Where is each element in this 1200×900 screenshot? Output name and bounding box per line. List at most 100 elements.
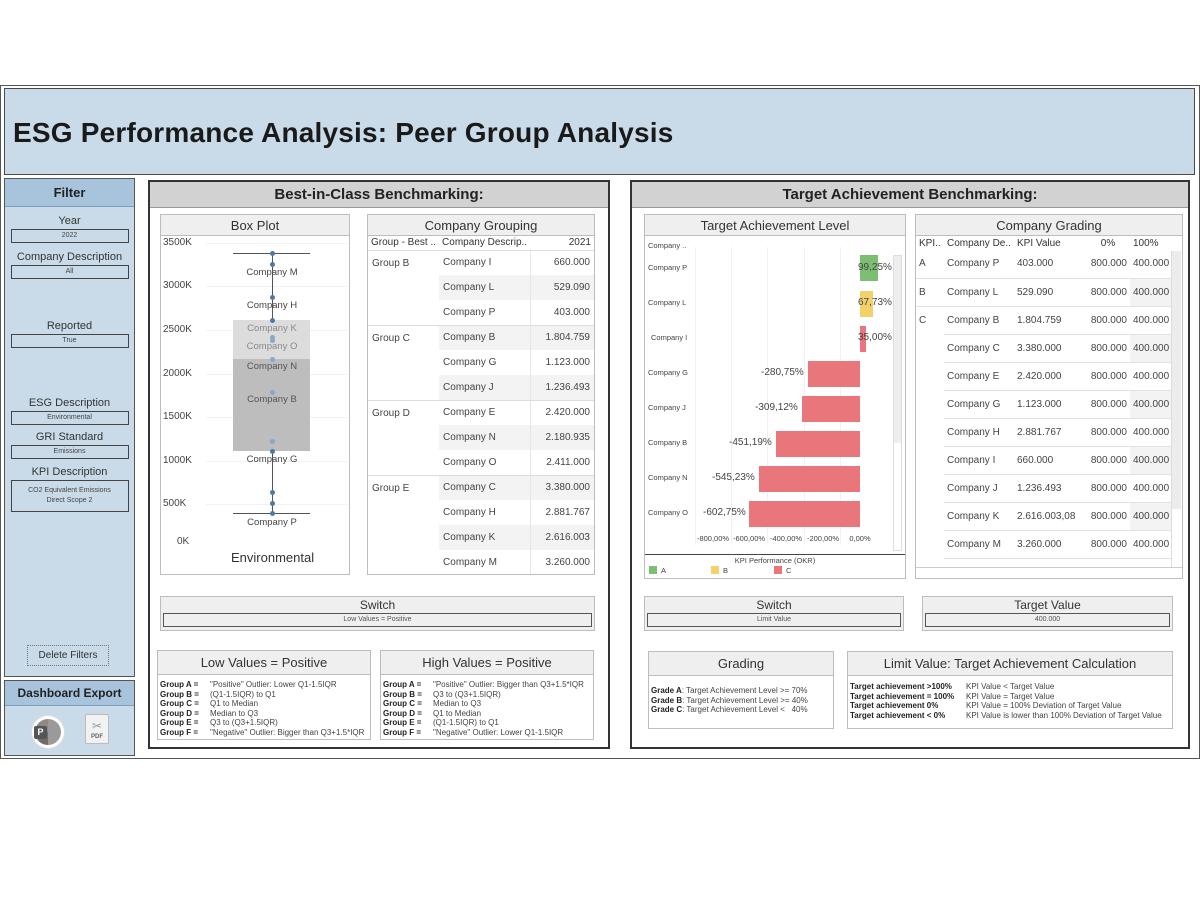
data-point[interactable] [270,262,275,267]
kpi-description-line1: CO2 Equivalent Emissions [28,487,111,494]
data-point[interactable] [270,490,275,495]
table-row: C Company B 1.804.759 800.000 400.000 [916,305,1176,334]
data-point[interactable] [270,449,275,454]
data-point[interactable] [270,357,275,362]
column-header-group[interactable]: Group - Best .. [368,236,440,251]
table-row: Group D Company E 2.420.000 [368,399,594,425]
bar-company-g[interactable] [808,361,860,387]
group-cell [368,500,439,525]
esg-description-dropdown[interactable]: Environmental [10,411,129,425]
bar-value: -545,23% [712,472,755,483]
bar-company-b[interactable] [776,431,860,457]
bar-category: Company O [648,508,689,517]
table-row: Company J 1.236.493 800.000 400.000 [916,473,1176,502]
legend-row: Target achievement = 100% KPI Value = Tar… [850,691,1055,701]
data-point[interactable] [270,338,275,343]
table-row: Group B Company I 660.000 [368,250,594,275]
column-header-year[interactable]: 2021 [530,236,594,251]
bar-company-j[interactable] [802,396,860,422]
table-row: Company K 2.616.003 [368,525,594,550]
legend-title: KPI Performance (OKR) [734,556,816,565]
export-title: Dashboard Export [5,681,134,706]
whisker-line [272,451,273,513]
data-point[interactable] [270,295,275,300]
calculation-mode-switch[interactable]: Limit Value [647,613,901,627]
powerpoint-export-icon[interactable]: P [32,716,64,748]
bar-company-p[interactable] [860,255,878,281]
whisker-line [272,253,273,320]
column-header-kpi[interactable]: KPI.. [919,237,941,249]
gri-standard-dropdown[interactable]: Emissions [10,445,129,459]
value-orientation-switch[interactable]: Low Values = Positive [163,613,592,627]
column-header-company[interactable]: Company Descrip.. [439,236,531,251]
pdf-export-icon[interactable]: ✂ PDF [85,714,109,744]
data-point[interactable] [270,439,275,444]
group-cell: Group C [368,324,440,350]
delete-filters-button[interactable]: Delete Filters [27,645,109,666]
chart-scrollbar[interactable] [893,255,902,551]
y-tick: 1000K [163,455,192,466]
column-header-0pct[interactable]: 0% [1100,237,1116,249]
legend-item-a[interactable]: A [649,566,666,575]
legend-row: Target achievement >100% KPI Value < Targ… [850,682,1055,691]
legend-item-b[interactable]: B [711,566,728,575]
box-plot-area: 3500K 3000K 2500K 2000K 1500K 1000K 500K… [161,237,349,575]
high-values-title: High Values = Positive [381,651,593,675]
low-values-legend: Low Values = Positive Group A = "Positive… [157,650,371,740]
point-label: Company H [246,300,298,311]
legend-row: Grade B: Target Achievement Level >= 40% [651,695,808,705]
company-cell: Company G [443,357,497,368]
company-cell: Company H [443,507,496,518]
group-cell [368,550,439,574]
table-row: Company O 2.411.000 [368,450,594,475]
data-point[interactable] [270,511,275,516]
data-point[interactable] [270,390,275,395]
bar-company-o[interactable] [749,501,860,527]
bar-value: 99,25% [858,262,892,273]
target-achievement-chart: Target Achievement Level Company .. Comp… [644,214,906,579]
legend-item-c[interactable]: C [774,566,791,575]
bar-company-l[interactable] [860,291,873,317]
y-tick: 2500K [163,324,192,335]
kpi-description-dropdown[interactable]: CO2 Equivalent Emissions Direct Scope 2 [10,480,129,512]
company-cell: Company N [439,425,531,450]
column-header-100pct[interactable]: 100% [1133,237,1159,249]
vertical-scrollbar[interactable] [1171,251,1181,569]
dashboard-header: ESG Performance Analysis: Peer Group Ana… [4,88,1195,175]
horizontal-scrollbar[interactable] [916,567,1182,577]
bar-company-i[interactable] [860,326,866,352]
company-grouping-card: Company Grouping Group - Best .. Company… [367,214,595,575]
reported-dropdown[interactable]: True [10,334,129,348]
column-header-kpi-value[interactable]: KPI Value [1017,237,1061,249]
switch-title: Switch [359,598,396,612]
data-point[interactable] [270,318,275,323]
data-point[interactable] [270,251,275,256]
group-cell [368,425,439,450]
grading-title: Grading [649,652,833,676]
y-tick: 3500K [163,237,192,248]
company-description-dropdown[interactable]: All [10,265,129,279]
scrollbar-thumb[interactable] [894,256,901,443]
data-point[interactable] [270,335,275,340]
column-header-company[interactable]: Company De.. [947,237,1011,249]
bar-company-n[interactable] [759,466,860,492]
grading-legend: Grading Grade A: Target Achievement Leve… [648,651,834,729]
x-tick: -600,00% [732,534,766,543]
y-tick: 0K [177,536,190,547]
x-tick: -800,00% [696,534,730,543]
company-cell: Company J [439,375,531,400]
target-value-input[interactable]: 400.000 [925,613,1170,627]
table-row: Company L 529.090 [368,275,594,300]
limit-value-title: Limit Value: Target Achievement Calculat… [848,652,1172,676]
legend-row: Group F = "Negative" Outlier: Lower Q1-1.… [383,727,564,737]
company-cell: Company O [443,456,497,468]
year-dropdown[interactable]: 2022 [10,229,129,243]
box-plot-card: Box Plot 3500K 3000K 2500K 2000K 1500K 1… [160,214,350,575]
point-label: Company G [246,454,298,465]
company-cell: Company I [443,257,492,269]
box-plot-title: Box Plot [161,215,349,236]
bar-value: -602,75% [703,507,746,518]
scrollbar-thumb[interactable] [1172,251,1181,509]
data-point[interactable] [270,501,275,506]
filter-label: Reported [46,320,93,332]
